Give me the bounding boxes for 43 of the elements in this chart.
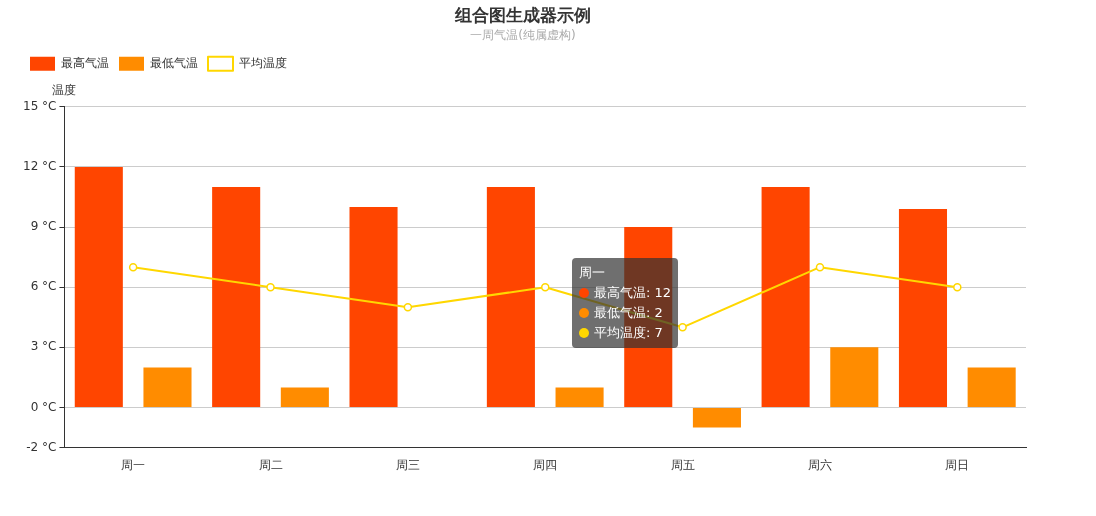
annotation: 周一	[579, 264, 605, 282]
x-tick-label: 周一	[121, 457, 146, 472]
x-tick-label: 周三	[395, 457, 420, 472]
point	[403, 303, 413, 312]
legend-label: 平均温度	[239, 55, 287, 70]
x-tick-label: 周日	[945, 457, 970, 472]
bar	[761, 186, 810, 408]
legend-label: 最高气温	[61, 55, 109, 70]
annotation: 最低气温: 2	[594, 304, 663, 322]
point	[266, 282, 275, 292]
bar	[555, 387, 604, 408]
annotation: 最高气温: 12	[594, 284, 672, 302]
chart-subtitle: 一周气温(纯属虚构)	[470, 27, 576, 42]
point	[953, 282, 962, 292]
legend-label: 最低气温	[150, 55, 198, 70]
x-tick-label: 周二	[258, 457, 283, 472]
y-tick-label: -2 °C	[26, 439, 57, 454]
y-tick-label: 12 °C	[22, 159, 57, 174]
annotation: 平均温度: 7	[594, 324, 663, 342]
bar	[212, 186, 261, 408]
y-tick-label: 15 °C	[22, 98, 57, 113]
bar	[280, 387, 329, 408]
y-axis-title: 温度	[52, 82, 77, 97]
y-tick-label: 9 °C	[30, 219, 57, 234]
bar	[830, 347, 879, 408]
x-tick-label: 周四	[533, 457, 558, 472]
bar	[692, 408, 741, 428]
point	[815, 262, 825, 272]
point	[128, 262, 138, 272]
bar	[967, 367, 1016, 408]
chart-title: 组合图生成器示例	[454, 4, 591, 25]
point	[540, 282, 550, 292]
y-tick-label: 0 °C	[30, 399, 57, 414]
bar	[898, 209, 948, 408]
y-tick-label: 3 °C	[30, 339, 57, 354]
bar	[486, 186, 535, 408]
y-tick-label: 6 °C	[30, 279, 57, 294]
x-tick-label: 周五	[670, 457, 695, 472]
bar	[349, 207, 398, 408]
point	[678, 323, 687, 332]
x-tick-label: 周六	[807, 457, 832, 472]
bar	[74, 166, 123, 408]
bar	[143, 367, 192, 408]
